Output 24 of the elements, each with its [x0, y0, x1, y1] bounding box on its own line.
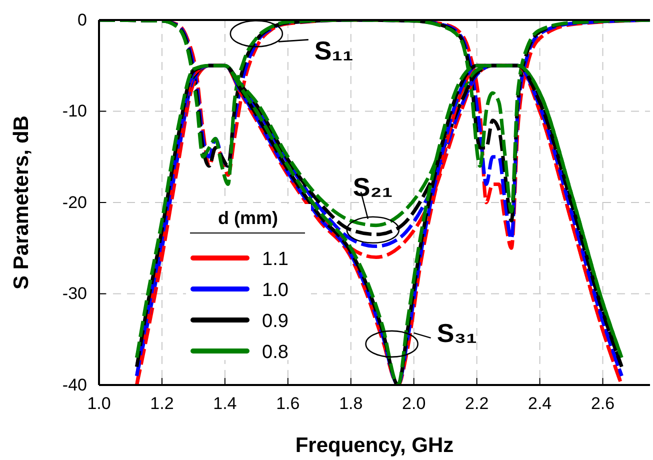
annotation: S₃₁ — [436, 318, 477, 348]
y-tick-label: -10 — [62, 102, 87, 121]
y-tick-label: -30 — [62, 284, 87, 304]
legend-title: d (mm) — [218, 208, 278, 228]
x-tick-label: 1.8 — [339, 394, 363, 414]
legend-label: 1.0 — [262, 280, 288, 301]
x-tick-label: 2.0 — [402, 394, 426, 414]
annotation: S₂₁ — [352, 172, 393, 202]
annotation: S₁₁ — [314, 36, 354, 66]
x-tick-label: 1.2 — [150, 394, 174, 414]
legend-label: 0.8 — [262, 342, 288, 363]
x-tick-label: 2.4 — [528, 394, 552, 414]
x-tick-label: 1.6 — [276, 394, 300, 414]
x-axis-title: Frequency, GHz — [295, 434, 454, 457]
legend-label: 1.1 — [262, 249, 288, 270]
x-tick-label: 1.0 — [87, 394, 111, 414]
y-axis-title: S Parameters, dB — [10, 116, 33, 290]
y-tick-label: 0 — [78, 10, 87, 30]
y-tick-label: -40 — [62, 375, 87, 394]
x-tick-label: 2.6 — [590, 394, 615, 414]
y-tick-label: -20 — [62, 192, 87, 212]
legend-label: 0.9 — [262, 311, 288, 332]
x-tick-label: 2.2 — [465, 394, 489, 414]
x-tick-label: 1.4 — [213, 394, 237, 414]
